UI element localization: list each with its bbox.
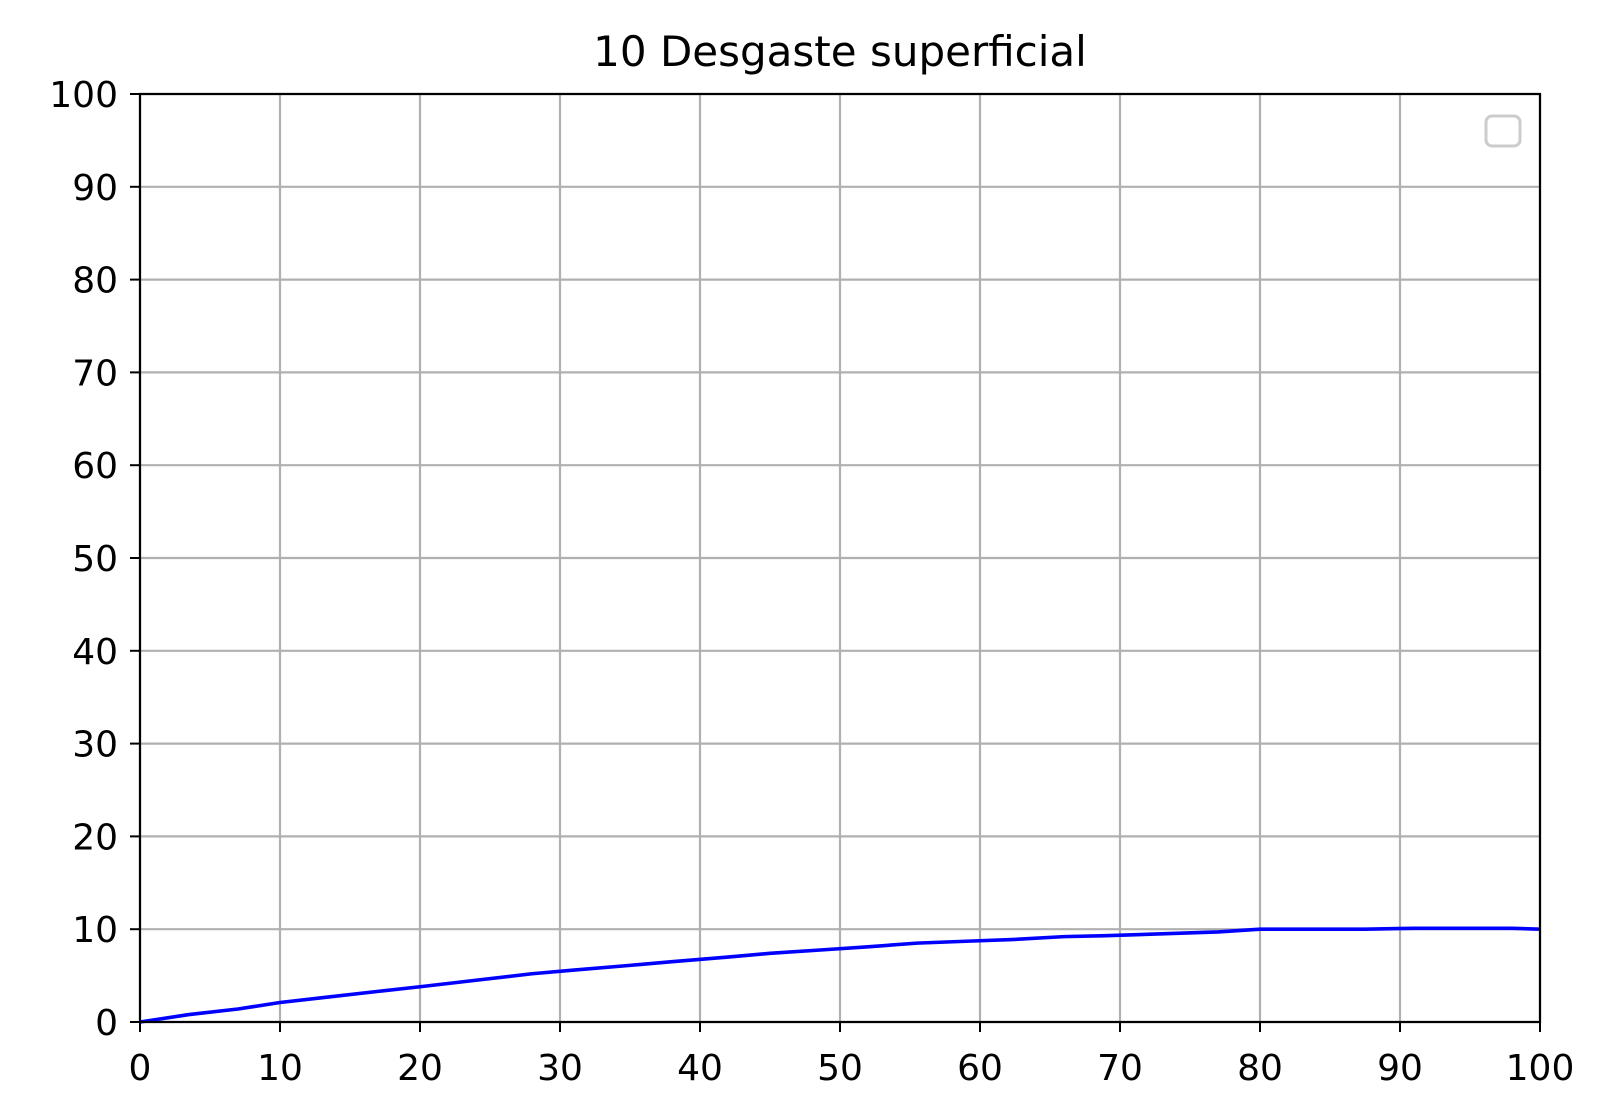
y-tick-label: 70: [72, 353, 118, 394]
x-tick-label: 30: [537, 1048, 583, 1089]
x-tick-label: 0: [129, 1048, 152, 1089]
y-tick-label: 90: [72, 168, 118, 209]
x-tick-label: 90: [1377, 1048, 1423, 1089]
x-tick-label: 60: [957, 1048, 1003, 1089]
series-line-0: [139, 926, 1541, 1024]
grid: [138, 92, 1542, 1024]
y-tick-label: 0: [95, 1003, 118, 1044]
y-tick-label: 80: [72, 261, 118, 302]
x-tick-label: 20: [397, 1048, 443, 1089]
y-tick-label: 20: [72, 817, 118, 858]
ticks: 0 10 20 30 40 50 60 70 80 90 100 0 10 20 30 40 50 60 70 80 9…: [49, 75, 1574, 1089]
chart-title: 10 Desgaste superficial: [593, 27, 1087, 76]
x-tick-label: 100: [1506, 1048, 1575, 1089]
x-tick-label: 40: [677, 1048, 723, 1089]
legend: [1484, 114, 1522, 148]
y-tick-label: 60: [72, 446, 118, 487]
legend-box: [1484, 114, 1522, 148]
series-layer: [139, 926, 1541, 1024]
x-tick-label: 70: [1097, 1048, 1143, 1089]
y-tick-label: 10: [72, 910, 118, 951]
x-tick-label: 50: [817, 1048, 863, 1089]
y-tick-label: 30: [72, 725, 118, 766]
x-tick-label: 80: [1237, 1048, 1283, 1089]
y-tick-label: 40: [72, 632, 118, 673]
y-tick-label: 50: [72, 539, 118, 580]
x-tick-label: 10: [257, 1048, 303, 1089]
y-tick-label: 100: [49, 75, 118, 116]
